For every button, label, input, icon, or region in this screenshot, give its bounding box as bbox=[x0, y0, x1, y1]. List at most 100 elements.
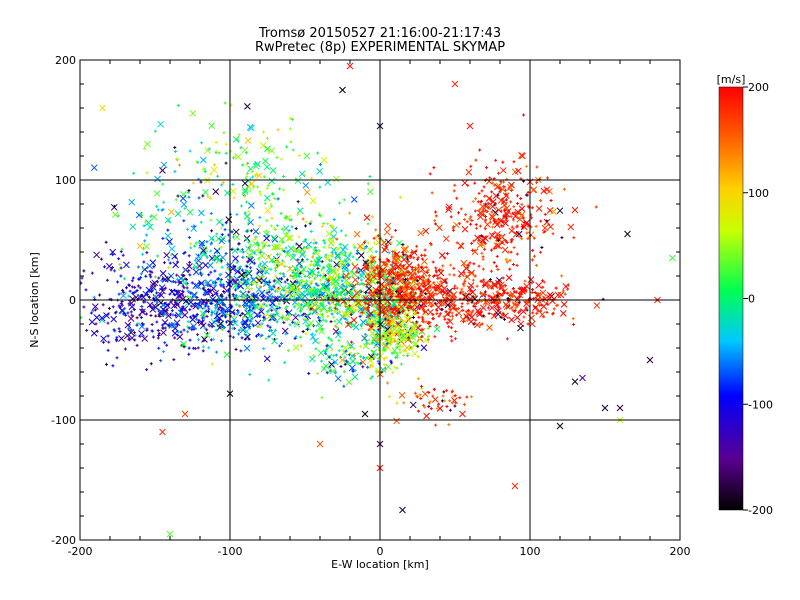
data-point-plus bbox=[355, 270, 359, 274]
data-point-plus bbox=[493, 312, 497, 316]
data-point-x bbox=[218, 237, 226, 245]
data-point-x bbox=[438, 252, 446, 259]
data-point-plus bbox=[391, 291, 395, 295]
data-point-plus bbox=[130, 279, 134, 283]
data-point-plus bbox=[305, 313, 309, 317]
data-point-plus bbox=[224, 142, 228, 146]
data-point-plus bbox=[384, 332, 388, 336]
data-point-plus bbox=[195, 160, 199, 164]
data-point-plus bbox=[270, 308, 274, 312]
data-point-plus bbox=[366, 182, 370, 186]
data-point-plus bbox=[119, 266, 123, 270]
data-point-plus bbox=[145, 251, 149, 255]
data-point-x bbox=[225, 216, 233, 223]
data-point-plus bbox=[408, 254, 412, 258]
data-point-plus bbox=[186, 227, 190, 231]
data-point-plus bbox=[476, 200, 480, 204]
data-point-plus bbox=[270, 216, 274, 220]
y-tick-label: 200 bbox=[55, 54, 76, 67]
data-point-plus bbox=[474, 226, 478, 230]
data-point-plus bbox=[318, 185, 322, 189]
data-point-plus bbox=[462, 271, 466, 275]
data-point-plus bbox=[403, 312, 407, 316]
data-point-plus bbox=[497, 186, 501, 190]
data-point-plus bbox=[316, 283, 320, 287]
data-point-plus bbox=[282, 260, 286, 264]
data-point-plus bbox=[137, 277, 141, 281]
data-point-plus bbox=[415, 305, 419, 309]
data-point-x bbox=[215, 235, 222, 243]
data-point-plus bbox=[138, 334, 142, 338]
data-point-x bbox=[199, 156, 207, 164]
data-point-plus bbox=[386, 339, 390, 343]
data-point-plus bbox=[279, 157, 283, 161]
data-point-plus bbox=[106, 321, 110, 325]
data-point-plus bbox=[136, 265, 140, 269]
data-point-x bbox=[315, 320, 323, 328]
data-point-plus bbox=[509, 292, 513, 296]
data-point-plus bbox=[232, 156, 236, 160]
data-point-x bbox=[88, 318, 96, 326]
data-point-plus bbox=[82, 269, 86, 273]
data-point-x bbox=[275, 243, 283, 251]
data-point-plus bbox=[270, 192, 274, 196]
data-point-x bbox=[243, 328, 250, 335]
data-point-plus bbox=[174, 280, 178, 284]
data-point-plus bbox=[306, 292, 310, 296]
data-point-plus bbox=[441, 264, 445, 268]
data-point-plus bbox=[312, 295, 316, 299]
data-point-plus bbox=[205, 314, 209, 318]
data-point-plus bbox=[513, 211, 517, 215]
data-point-x bbox=[312, 337, 319, 345]
data-point-plus bbox=[418, 393, 422, 397]
data-point-plus bbox=[300, 306, 304, 310]
data-point-plus bbox=[360, 281, 364, 285]
data-point-x bbox=[474, 234, 481, 242]
data-point-plus bbox=[449, 296, 453, 300]
data-point-x bbox=[501, 201, 508, 209]
data-point-plus bbox=[411, 294, 415, 298]
colorbar-tick-label: -200 bbox=[748, 504, 773, 517]
data-point-plus bbox=[192, 224, 196, 228]
data-point-x bbox=[382, 310, 390, 317]
data-point-plus bbox=[370, 215, 374, 219]
data-point-x bbox=[338, 259, 346, 266]
data-point-plus bbox=[193, 304, 197, 308]
data-point-plus bbox=[175, 157, 179, 161]
data-point-plus bbox=[483, 227, 487, 231]
data-point-plus bbox=[275, 155, 279, 159]
data-point-plus bbox=[390, 315, 394, 319]
data-point-plus bbox=[213, 306, 217, 310]
data-point-plus bbox=[413, 301, 417, 305]
data-point-plus bbox=[386, 381, 390, 385]
data-point-plus bbox=[480, 234, 484, 238]
data-point-plus bbox=[297, 302, 301, 306]
data-point-plus bbox=[266, 296, 270, 300]
data-point-plus bbox=[145, 368, 149, 372]
data-point-x bbox=[171, 252, 179, 260]
data-point-plus bbox=[141, 323, 145, 327]
data-point-x bbox=[319, 295, 327, 303]
data-point-x bbox=[512, 212, 519, 220]
data-point-plus bbox=[396, 274, 400, 278]
data-point-x bbox=[328, 299, 336, 306]
data-point-x bbox=[398, 328, 406, 336]
data-point-x bbox=[527, 231, 535, 239]
data-point-plus bbox=[410, 341, 414, 345]
data-point-x bbox=[250, 276, 258, 284]
data-point-plus bbox=[116, 280, 120, 284]
data-point-plus bbox=[269, 202, 273, 206]
data-point-plus bbox=[219, 245, 223, 249]
data-point-x bbox=[559, 310, 567, 317]
data-point-plus bbox=[445, 252, 449, 256]
data-point-plus bbox=[478, 224, 482, 228]
data-point-x bbox=[198, 239, 206, 247]
data-point-x bbox=[287, 245, 295, 252]
data-point-plus bbox=[526, 237, 530, 241]
data-point-plus bbox=[440, 307, 444, 311]
data-point-plus bbox=[89, 311, 93, 315]
data-point-plus bbox=[330, 348, 334, 352]
data-point-plus bbox=[384, 293, 388, 297]
data-point-plus bbox=[332, 315, 336, 319]
data-point-x bbox=[409, 401, 417, 409]
